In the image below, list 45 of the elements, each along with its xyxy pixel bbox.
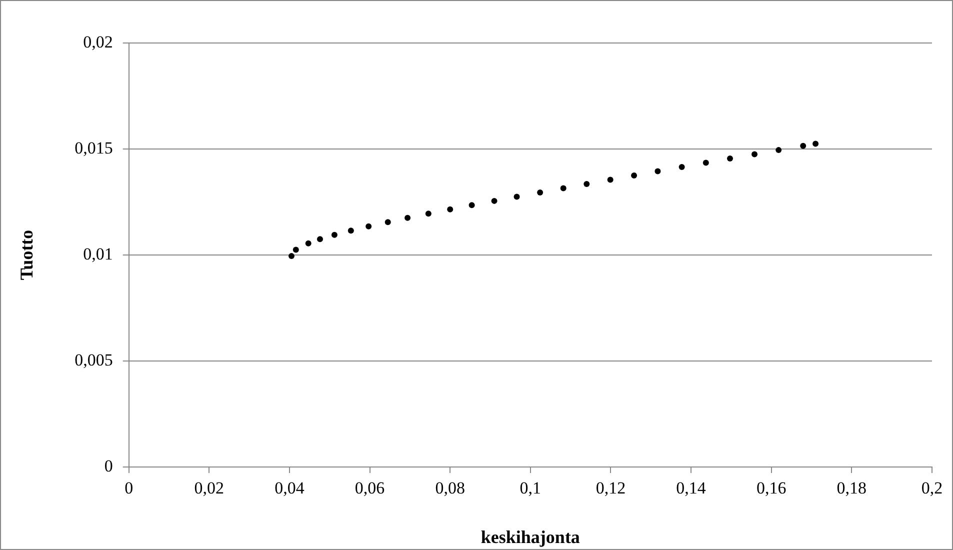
- point: [678, 164, 685, 170]
- point: [776, 147, 782, 154]
- point: [702, 160, 709, 166]
- x-tick-label: 0,02: [194, 478, 224, 498]
- point: [366, 223, 372, 230]
- y-tick-label: 0: [104, 456, 113, 476]
- point: [468, 202, 475, 208]
- y-tick-label: 0,01: [83, 244, 113, 264]
- x-tick-label: 0,14: [676, 478, 706, 498]
- point: [292, 246, 299, 253]
- point: [288, 253, 294, 260]
- point: [425, 210, 432, 217]
- point: [537, 189, 544, 196]
- x-tick-label: 0,06: [354, 478, 385, 498]
- x-tick-label: 0,08: [435, 478, 465, 498]
- x-tick-label: 0,12: [596, 478, 626, 498]
- x-tick-label: 0: [124, 478, 134, 498]
- point: [607, 176, 614, 183]
- x-tick-label: 0,16: [756, 478, 786, 498]
- point: [331, 232, 338, 238]
- point: [800, 142, 806, 149]
- point: [560, 185, 566, 192]
- x-tick-label: 0,04: [274, 478, 305, 498]
- x-tick-label: 0,18: [836, 478, 867, 498]
- point: [447, 206, 454, 212]
- y-axis-title: Tuotto: [16, 230, 36, 280]
- point: [491, 198, 498, 204]
- point: [348, 228, 354, 234]
- point: [317, 236, 323, 242]
- point: [305, 240, 312, 246]
- y-tick-label: 0,005: [74, 350, 113, 370]
- point: [404, 214, 411, 221]
- y-tick-label: 0,02: [83, 32, 113, 52]
- point: [752, 151, 758, 158]
- point: [384, 219, 391, 226]
- point: [514, 194, 520, 200]
- x-tick-label: 0,1: [520, 478, 542, 498]
- point: [812, 140, 819, 147]
- point: [727, 156, 734, 162]
- point: [631, 172, 638, 178]
- y-tick-label: 0,015: [74, 138, 113, 158]
- x-tick-label: 0,2: [921, 478, 943, 498]
- point: [654, 168, 661, 174]
- point: [584, 180, 590, 187]
- x-axis-title: keskihajonta: [480, 526, 580, 547]
